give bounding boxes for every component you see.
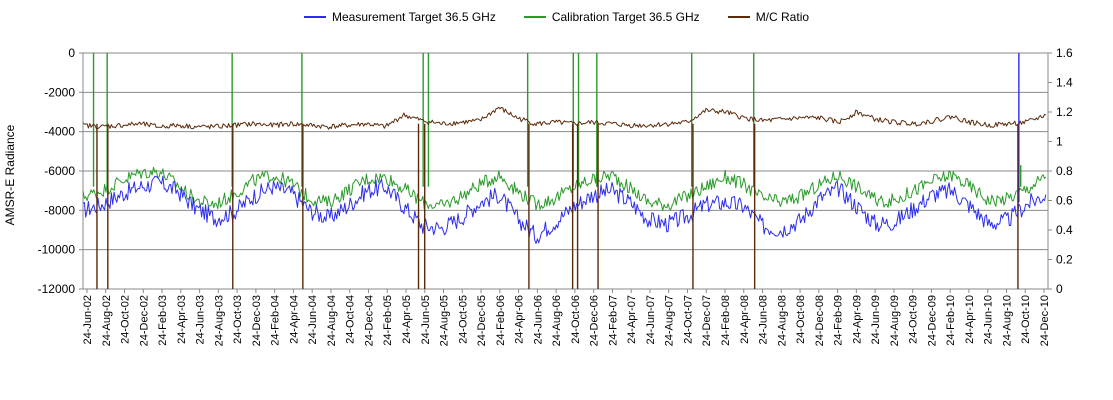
x-tick-label: 24-Dec-03: [251, 295, 263, 346]
x-tick-label: 24-Jun-08: [758, 295, 770, 345]
x-tick-label: 24-Apr-07: [626, 295, 638, 344]
x-tick-label: 24-Aug-03: [213, 295, 225, 346]
x-tick-label: 24-Aug-07: [664, 295, 676, 346]
x-tick-label: 24-Aug-04: [326, 295, 338, 346]
y-tick-label: -12000: [38, 282, 76, 296]
x-tick-label: 24-Apr-03: [176, 295, 188, 344]
x-tick-label: 24-Jun-03: [195, 295, 207, 345]
series-line-2: [82, 106, 1046, 130]
x-tick-label: 24-Jun-05: [420, 295, 432, 345]
legend-swatch-ratio: [727, 16, 750, 18]
x-tick-label: 24-Dec-07: [701, 295, 713, 346]
x-tick-label: 24-Feb-06: [495, 295, 507, 346]
x-tick-label: 24-Jun-07: [645, 295, 657, 345]
x-tick-label: 24-Apr-05: [401, 295, 413, 344]
x-tick-label: 24-Dec-04: [363, 295, 375, 346]
x-tick-label: 24-Feb-08: [720, 295, 732, 346]
x-tick-label: 24-Apr-08: [739, 295, 751, 344]
x-tick-label: 24-Aug-06: [551, 295, 563, 346]
x-tick-label: 24-Feb-10: [945, 295, 957, 346]
y2-tick-label: 0.6: [1056, 194, 1073, 208]
y2-tick-label: 1.4: [1056, 76, 1073, 90]
y2-tick-label: 0: [1056, 282, 1063, 296]
x-tick-label: 24-Oct-05: [457, 295, 469, 344]
x-tick-label: 24-Dec-05: [476, 295, 488, 346]
x-tick-label: 24-Apr-09: [851, 295, 863, 344]
legend-label-ratio: M/C Ratio: [755, 10, 810, 24]
x-tick-label: 24-Oct-08: [795, 295, 807, 344]
x-tick-label: 24-Oct-02: [120, 295, 132, 344]
x-tick-label: 24-Feb-03: [157, 295, 169, 346]
x-tick-label: 24-Jun-04: [307, 295, 319, 345]
x-tick-label: 24-Dec-10: [1039, 295, 1051, 346]
x-tick-label: 24-Aug-09: [889, 295, 901, 346]
x-tick-label: 24-Feb-09: [833, 295, 845, 346]
y2-tick-label: 0.4: [1056, 223, 1073, 237]
x-tick-label: 24-Aug-05: [439, 295, 451, 346]
legend-swatch-measurement: [303, 16, 326, 18]
y-tick-label: -4000: [44, 125, 75, 139]
y-tick-label: -6000: [44, 164, 75, 178]
x-tick-label: 24-Oct-04: [345, 295, 357, 344]
x-tick-label: 24-Oct-10: [1020, 295, 1032, 344]
x-tick-label: 24-Dec-06: [589, 295, 601, 346]
y2-tick-label: 1.6: [1056, 46, 1073, 60]
x-tick-label: 24-Apr-06: [514, 295, 526, 344]
legend-label-calibration: Calibration Target 36.5 GHz: [551, 10, 700, 24]
y2-tick-label: 0.8: [1056, 164, 1073, 178]
y2-tick-label: 0.2: [1056, 253, 1073, 267]
x-tick-label: 24-Oct-09: [908, 295, 920, 344]
series-line-1: [82, 166, 1047, 212]
x-tick-label: 24-Dec-02: [138, 295, 150, 346]
x-tick-label: 24-Dec-09: [926, 295, 938, 346]
x-tick-label: 24-Aug-02: [101, 295, 113, 346]
x-tick-label: 24-Feb-05: [382, 295, 394, 346]
x-tick-label: 24-Jun-09: [870, 295, 882, 345]
y-tick-label: 0: [68, 46, 75, 60]
legend-item-measurement: Measurement Target 36.5 GHz: [303, 10, 496, 24]
legend-item-ratio: M/C Ratio: [727, 10, 810, 24]
x-tick-label: 24-Oct-07: [682, 295, 694, 344]
legend-label-measurement: Measurement Target 36.5 GHz: [331, 10, 496, 24]
series-line-0: [82, 175, 1047, 244]
x-tick-label: 24-Oct-06: [570, 295, 582, 344]
y-tick-label: -10000: [38, 243, 76, 257]
x-tick-label: 24-Apr-10: [964, 295, 976, 344]
y2-tick-label: 1.2: [1056, 105, 1073, 119]
y-tick-label: -2000: [44, 85, 75, 99]
y2-tick-label: 1: [1056, 135, 1063, 149]
x-tick-label: 24-Dec-08: [814, 295, 826, 346]
x-tick-label: 24-Aug-08: [776, 295, 788, 346]
x-tick-label: 24-Apr-04: [288, 295, 300, 344]
x-tick-label: 24-Jun-06: [532, 295, 544, 345]
legend-item-calibration: Calibration Target 36.5 GHz: [523, 10, 700, 24]
y-tick-label: -8000: [44, 203, 75, 217]
x-tick-label: 24-Jun-02: [82, 295, 94, 345]
x-tick-label: 24-Jun-10: [983, 295, 995, 345]
x-tick-label: 24-Oct-03: [232, 295, 244, 344]
legend-swatch-calibration: [523, 16, 546, 18]
chart-legend: Measurement Target 36.5 GHz Calibration …: [0, 10, 1113, 24]
x-tick-label: 24-Feb-07: [607, 295, 619, 346]
x-tick-label: 24-Feb-04: [270, 295, 282, 346]
x-tick-label: 24-Aug-10: [1001, 295, 1013, 346]
